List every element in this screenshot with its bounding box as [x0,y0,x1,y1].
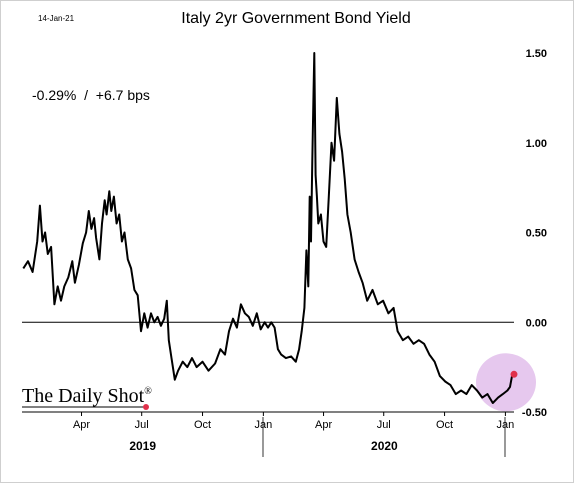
series-layer [22,52,515,404]
year-label: 2019 [129,439,156,453]
x-tick-label: Oct [436,419,453,431]
x-tick-label: Jul [377,419,391,431]
x-tick-label: Jul [135,419,149,431]
y-tick-label: 0.00 [526,317,547,329]
marker-layer [510,370,518,378]
x-tick-label: Apr [315,419,332,431]
highlight-layer [476,353,536,412]
latest-point-marker [510,370,518,378]
axis-layer: 1.50 1.00 0.50 0.00 -0.50 Apr Jul Oct Jan Apr Jul O… [22,48,547,457]
chart-title: Italy 2yr Government Bond Yield [181,10,410,27]
change-annotation: -0.29% / +6.7 bps [32,87,150,103]
watermark-dot [143,404,149,410]
watermark-logo: The Daily Shot® [22,385,152,407]
y-tick-label: 0.50 [526,228,547,240]
watermark-mark: ® [144,386,152,397]
year-label: 2020 [371,439,398,453]
x-tick-label: Oct [194,419,211,431]
watermark-text: The Daily Shot [22,385,145,407]
y-tick-label: -0.50 [522,407,547,419]
report-date: 14-Jan-21 [38,14,75,23]
y-tick-label: 1.00 [526,138,547,150]
y-tick-label: 1.50 [526,48,547,60]
x-tick-label: Jan [497,419,515,431]
yield-line [22,52,515,404]
latest-highlight [476,353,536,412]
x-tick-label: Apr [73,419,90,431]
